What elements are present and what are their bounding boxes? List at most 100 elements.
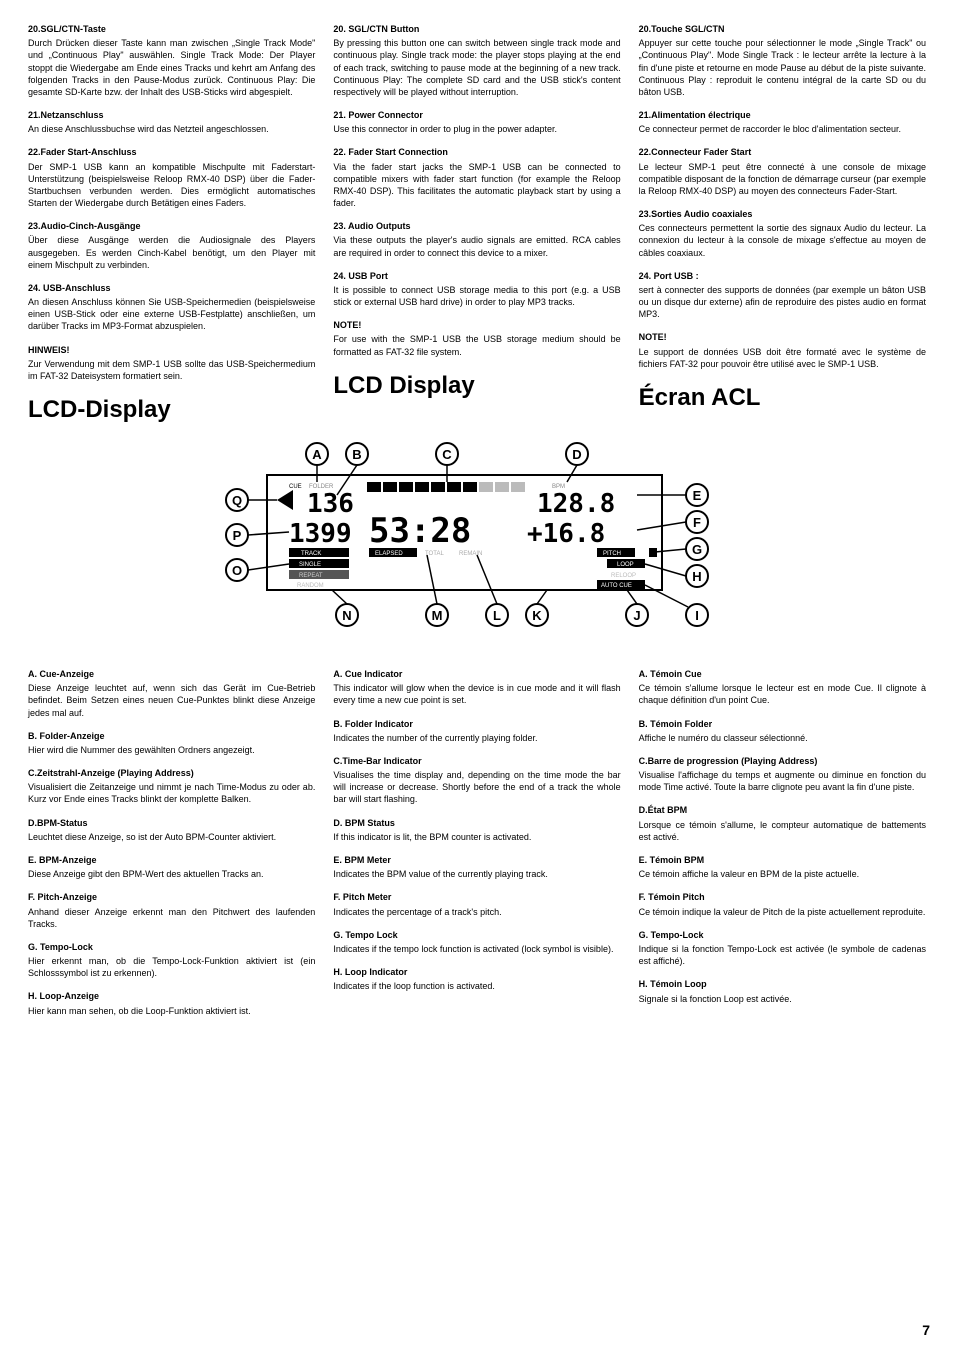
- en-s24-b: It is possible to connect USB storage me…: [333, 284, 620, 308]
- fr-g-h: G. Tempo-Lock: [639, 930, 926, 941]
- fr-h-h: H. Témoin Loop: [639, 979, 926, 990]
- fr-s23-h: 23.Sorties Audio coaxiales: [639, 209, 926, 220]
- de-s20-h: 20.SGL/CTN-Taste: [28, 24, 315, 35]
- callout-l: L: [493, 608, 501, 623]
- de-b-h: B. Folder-Anzeige: [28, 731, 315, 742]
- de-e-h: E. BPM-Anzeige: [28, 855, 315, 866]
- en-f-h: F. Pitch Meter: [333, 892, 620, 903]
- fr-lcd-title: Écran ACL: [639, 384, 926, 412]
- fr-s21-b: Ce connecteur permet de raccorder le blo…: [639, 123, 926, 135]
- en-s23-b: Via these outputs the player's audio sig…: [333, 234, 620, 258]
- de-c-b: Visualisiert die Zeitanzeige und nimmt j…: [28, 781, 315, 805]
- fr-g-b: Indique si la fonction Tempo-Lock est ac…: [639, 943, 926, 967]
- fr-d-h: D.État BPM: [639, 805, 926, 816]
- callout-i: I: [695, 608, 699, 623]
- en-h-b: Indicates if the loop function is activa…: [333, 980, 620, 992]
- callout-e: E: [693, 488, 702, 503]
- en-lcd-title: LCD Display: [333, 372, 620, 400]
- fr-b-h: B. Témoin Folder: [639, 719, 926, 730]
- de-a-h: A. Cue-Anzeige: [28, 669, 315, 680]
- de-s21-b: An diese Anschlussbuchse wird das Netzte…: [28, 123, 315, 135]
- fr-f-h: F. Témoin Pitch: [639, 892, 926, 903]
- en-b-b: Indicates the number of the currently pl…: [333, 732, 620, 744]
- de-c-h: C.Zeitstrahl-Anzeige (Playing Address): [28, 768, 315, 779]
- de-s22-h: 22.Fader Start-Anschluss: [28, 147, 315, 158]
- col-en: 20. SGL/CTN Button By pressing this butt…: [333, 24, 620, 434]
- lcd-loop-label: LOOP: [617, 562, 634, 568]
- lcd-folder-digits: 136: [307, 489, 354, 519]
- en-s20-b: By pressing this button one can switch b…: [333, 37, 620, 98]
- callout-j: J: [633, 608, 640, 623]
- bottom-columns: A. Cue-Anzeige Diese Anzeige leuchtet au…: [28, 669, 926, 1029]
- en-s21-b: Use this connector in order to plug in t…: [333, 123, 620, 135]
- lcd-autocue-label: AUTO CUE: [601, 583, 632, 589]
- callout-p: P: [233, 528, 242, 543]
- col-de-bottom: A. Cue-Anzeige Diese Anzeige leuchtet au…: [28, 669, 315, 1029]
- callout-c: C: [442, 447, 452, 462]
- callout-f: F: [693, 515, 701, 530]
- en-s20-h: 20. SGL/CTN Button: [333, 24, 620, 35]
- de-g-b: Hier erkennt man, ob die Tempo-Lock-Funk…: [28, 955, 315, 979]
- en-c-b: Visualises the time display and, dependi…: [333, 769, 620, 805]
- de-s21-h: 21.Netzanschluss: [28, 110, 315, 121]
- callout-a: A: [312, 447, 322, 462]
- de-note-b: Zur Verwendung mit dem SMP-1 USB sollte …: [28, 358, 315, 382]
- de-d-h: D.BPM-Status: [28, 818, 315, 829]
- en-note-h: NOTE!: [333, 320, 620, 331]
- en-note-b: For use with the SMP-1 USB the USB stora…: [333, 333, 620, 357]
- en-s21-h: 21. Power Connector: [333, 110, 620, 121]
- en-e-h: E. BPM Meter: [333, 855, 620, 866]
- fr-note-h: NOTE!: [639, 332, 926, 343]
- en-a-h: A. Cue Indicator: [333, 669, 620, 680]
- callout-d: D: [572, 447, 581, 462]
- fr-a-b: Ce témoin s'allume lorsque le lecteur es…: [639, 682, 926, 706]
- lcd-time-digits: 53:28: [369, 511, 471, 551]
- fr-c-b: Visualise l'affichage du temps et augmen…: [639, 769, 926, 793]
- lcd-pitch-label: PITCH: [603, 551, 621, 557]
- en-s23-h: 23. Audio Outputs: [333, 221, 620, 232]
- cue-icon: [277, 490, 293, 510]
- lcd-svg: CUE FOLDER 136 1399 TRACK SINGLE REPEAT …: [197, 440, 757, 650]
- lcd-progress-bar: [367, 482, 525, 492]
- fr-a-h: A. Témoin Cue: [639, 669, 926, 680]
- callout-o: O: [232, 563, 242, 578]
- lcd-elapsed-label: ELAPSED: [375, 551, 403, 557]
- callout-q: Q: [232, 493, 242, 508]
- de-s24-h: 24. USB-Anschluss: [28, 283, 315, 294]
- en-b-h: B. Folder Indicator: [333, 719, 620, 730]
- callout-n: N: [342, 608, 351, 623]
- fr-e-b: Ce témoin affiche la valeur en BPM de la…: [639, 868, 926, 880]
- de-lcd-title: LCD-Display: [28, 396, 315, 424]
- de-s23-h: 23.Audio-Cinch-Ausgänge: [28, 221, 315, 232]
- lcd-random-label: RANDOM: [297, 583, 324, 589]
- lcd-cue-label: CUE: [289, 484, 302, 490]
- lcd-reloop-label: RELOOP: [611, 573, 636, 579]
- fr-b-b: Affiche le numéro du classeur sélectionn…: [639, 732, 926, 744]
- de-e-b: Diese Anzeige gibt den BPM-Wert des aktu…: [28, 868, 315, 880]
- fr-c-h: C.Barre de progression (Playing Address): [639, 756, 926, 767]
- fr-s20-h: 20.Touche SGL/CTN: [639, 24, 926, 35]
- en-c-h: C.Time-Bar Indicator: [333, 756, 620, 767]
- lcd-remain-label: REMAIN: [459, 551, 482, 557]
- callout-k: K: [532, 608, 542, 623]
- de-a-b: Diese Anzeige leuchtet auf, wenn sich da…: [28, 682, 315, 718]
- page-number: 7: [922, 1322, 930, 1338]
- en-d-h: D. BPM Status: [333, 818, 620, 829]
- de-s22-b: Der SMP-1 USB kann an kompatible Mischpu…: [28, 161, 315, 210]
- en-h-h: H. Loop Indicator: [333, 967, 620, 978]
- en-s24-h: 24. USB Port: [333, 271, 620, 282]
- lcd-single-label: SINGLE: [299, 562, 321, 568]
- en-a-b: This indicator will glow when the device…: [333, 682, 620, 706]
- en-g-b: Indicates if the tempo lock function is …: [333, 943, 620, 955]
- en-s22-h: 22. Fader Start Connection: [333, 147, 620, 158]
- col-de: 20.SGL/CTN-Taste Durch Drücken dieser Ta…: [28, 24, 315, 434]
- top-columns: 20.SGL/CTN-Taste Durch Drücken dieser Ta…: [28, 24, 926, 434]
- callout-h: H: [692, 569, 701, 584]
- fr-s22-b: Le lecteur SMP-1 peut être connecté à un…: [639, 161, 926, 197]
- callout-g: G: [692, 542, 702, 557]
- lcd-repeat-label: REPEAT: [299, 573, 323, 579]
- col-en-bottom: A. Cue Indicator This indicator will glo…: [333, 669, 620, 1029]
- lcd-pitch-digits: +16.8: [527, 519, 605, 549]
- de-s20-b: Durch Drücken dieser Taste kann man zwis…: [28, 37, 315, 98]
- lcd-track-digits: 1399: [289, 519, 352, 549]
